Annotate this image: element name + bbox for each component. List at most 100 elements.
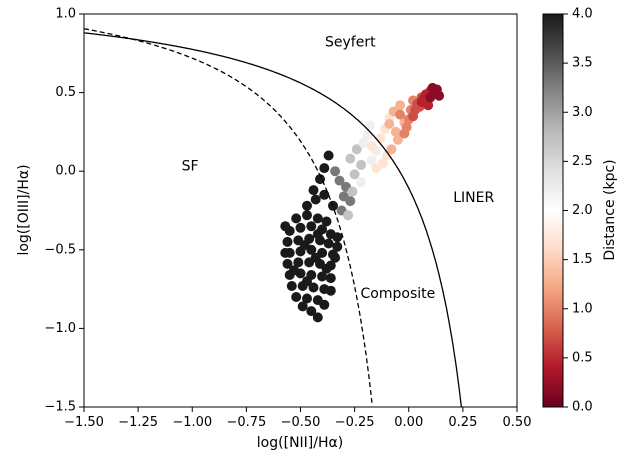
scatter-point [293, 257, 304, 268]
region-annotations: Seyfert SF LINER Composite [182, 34, 495, 302]
y-tick-label: −0.5 [44, 242, 76, 257]
region-label: Seyfert [325, 34, 376, 50]
scatter-point [323, 150, 334, 161]
y-tick-label: 1.0 [55, 7, 76, 22]
colorbar-tick-label: 0.5 [572, 350, 593, 365]
x-tick-label: 0.00 [394, 415, 423, 430]
colorbar-tick-label: 2.0 [572, 203, 593, 218]
scatter-point [390, 126, 401, 137]
x-axis-label: log([NII]/Hα) [257, 435, 343, 451]
scatter-point [291, 292, 302, 302]
scatter-point [377, 158, 388, 169]
scatter-point [364, 120, 375, 131]
colorbar-tick-label: 4.0 [572, 7, 593, 22]
scatter-point [392, 134, 403, 145]
colorbar-tick-label: 1.0 [572, 301, 593, 316]
y-axis-label: log([OIII]/Hα) [16, 164, 32, 255]
scatter-point [334, 175, 345, 186]
scatter-point [312, 312, 323, 323]
colorbar-tick-label: 3.5 [572, 56, 593, 71]
scatter-point [312, 213, 323, 224]
scatter-point [434, 90, 445, 101]
scatter-point [386, 144, 397, 155]
x-tick-label: −1.00 [172, 415, 212, 430]
scatter-point [356, 177, 367, 188]
scatter-point [302, 293, 312, 304]
scatter-point [362, 130, 373, 140]
scatter-point [280, 247, 291, 258]
scatter-point [395, 109, 406, 120]
scatter-point [356, 159, 367, 170]
region-label: Composite [361, 286, 436, 302]
x-tick-label: 0.25 [448, 415, 477, 430]
scatter-point [366, 155, 377, 166]
scatter-point [319, 189, 330, 200]
scatter-point [312, 229, 323, 240]
scatter-point [291, 213, 302, 224]
scatter-point [366, 141, 377, 151]
scatter-point [330, 252, 341, 263]
scatter-point [310, 194, 321, 205]
scatter-point [351, 144, 362, 155]
scatter-point [297, 301, 308, 312]
x-tick-label: 0.50 [503, 415, 532, 430]
scatter-points [280, 82, 445, 323]
scatter-point [332, 241, 343, 252]
y-tick-label: −1.0 [44, 321, 76, 336]
colorbar-tick-label: 0.0 [572, 400, 593, 415]
scatter-point [425, 92, 436, 103]
scatter-point [310, 252, 321, 263]
x-tick-label: −1.25 [118, 415, 158, 430]
scatter-point [345, 153, 356, 164]
scatter-point [401, 122, 412, 133]
scatter-point [308, 185, 319, 196]
scatter-point [306, 306, 317, 317]
scatter-point [302, 210, 312, 221]
scatter-point [349, 169, 360, 180]
scatter-point [280, 221, 291, 232]
scatter-point [308, 282, 319, 293]
scatter-point [384, 119, 395, 129]
scatter-point [343, 210, 354, 221]
scatter-point [317, 271, 328, 282]
scatter-point [330, 166, 341, 177]
scatter-point [408, 111, 419, 122]
colorbar-label: Distance (kpc) [602, 159, 618, 260]
scatter-point [321, 263, 332, 274]
y-tick-label: −1.5 [44, 400, 76, 415]
scatter-point [338, 191, 349, 202]
scatter-point [319, 299, 330, 310]
colorbar-ticks: 0.0 0.5 1.0 1.5 2.0 2.5 3.0 3.5 4.0 [563, 7, 593, 415]
scatter-point [423, 100, 434, 111]
kewley-curve [84, 32, 463, 407]
x-tick-label: −1.50 [64, 415, 104, 430]
x-tick-label: −0.50 [281, 415, 321, 430]
scatter-point [358, 137, 369, 148]
scatter-point [347, 186, 358, 197]
scatter-point [323, 238, 334, 249]
scatter-point [306, 221, 317, 232]
scatter-point [321, 216, 332, 227]
colorbar-tick-label: 3.0 [572, 105, 593, 120]
scatter-point [282, 258, 293, 269]
region-label: LINER [453, 190, 494, 206]
scatter-point [332, 232, 343, 243]
colorbar-tick-label: 2.5 [572, 154, 593, 169]
colorbar: 0.0 0.5 1.0 1.5 2.0 2.5 3.0 3.5 4.0 Distance (kp… [542, 7, 618, 415]
demarcation-curves [84, 28, 463, 407]
scatter-point [375, 133, 386, 144]
scatter-point [286, 281, 297, 291]
scatter-point [325, 273, 336, 284]
colorbar-tick-label: 1.5 [572, 252, 593, 267]
scatter-point [299, 240, 310, 251]
scatter-point [282, 236, 293, 247]
scatter-point [395, 100, 406, 111]
y-axis: −1.5 −1.0 −0.5 0.0 0.5 1.0 [44, 7, 84, 415]
scatter-point [302, 200, 312, 211]
scatter-point [295, 222, 306, 233]
x-tick-label: −0.25 [335, 415, 375, 430]
y-tick-label: 0.5 [55, 85, 76, 100]
x-tick-label: −0.75 [226, 415, 266, 430]
plot-background [84, 14, 517, 407]
